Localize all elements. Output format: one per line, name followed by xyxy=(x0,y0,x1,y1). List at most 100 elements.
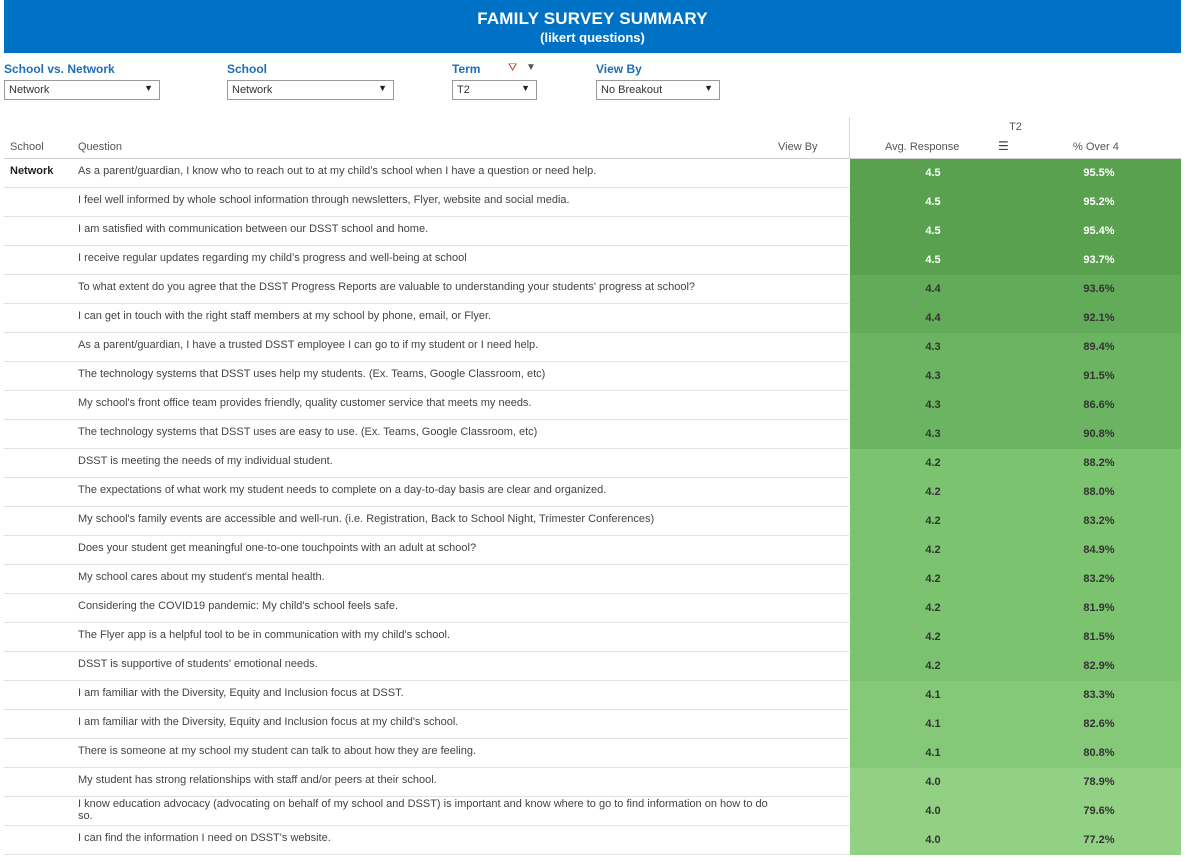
header-school: School xyxy=(10,141,44,153)
table-row[interactable]: The technology systems that DSST uses he… xyxy=(4,362,1181,391)
pct-over-4-value: 88.2% xyxy=(1083,457,1115,469)
score-cell[interactable]: 4.5 95.4% xyxy=(849,217,1181,246)
score-cell[interactable]: 4.0 77.2% xyxy=(849,826,1181,855)
dropdown-value: No Breakout xyxy=(601,84,663,96)
pct-over-4-value: 77.2% xyxy=(1083,834,1115,846)
question-text: The Flyer app is a helpful tool to be in… xyxy=(78,629,450,641)
table-row[interactable]: My school's front office team provides f… xyxy=(4,391,1181,420)
table-row[interactable]: My school's family events are accessible… xyxy=(4,507,1181,536)
dropdown-value: T2 xyxy=(457,84,470,96)
avg-response-value: 4.3 xyxy=(925,341,941,353)
score-cell[interactable]: 4.2 82.9% xyxy=(849,652,1181,681)
table-row[interactable]: Considering the COVID19 pandemic: My chi… xyxy=(4,594,1181,623)
school-vs-network-dropdown[interactable]: Network ▼ xyxy=(4,80,160,100)
score-cell[interactable]: 4.5 95.2% xyxy=(849,188,1181,217)
score-cell[interactable]: 4.2 88.2% xyxy=(849,449,1181,478)
question-text: I receive regular updates regarding my c… xyxy=(78,252,467,264)
score-cell[interactable]: 4.2 81.5% xyxy=(849,623,1181,652)
table-row[interactable]: There is someone at my school my student… xyxy=(4,739,1181,768)
score-cell[interactable]: 4.3 91.5% xyxy=(849,362,1181,391)
table-row[interactable]: I am familiar with the Diversity, Equity… xyxy=(4,681,1181,710)
sort-descending-icon[interactable]: ☰ xyxy=(998,139,1009,153)
question-text: As a parent/guardian, I know who to reac… xyxy=(78,165,597,177)
avg-response-value: 4.2 xyxy=(925,631,941,643)
avg-response-value: 4.2 xyxy=(925,457,941,469)
question-text: There is someone at my school my student… xyxy=(78,745,477,757)
table-row[interactable]: I can get in touch with the right staff … xyxy=(4,304,1181,333)
score-cell[interactable]: 4.1 80.8% xyxy=(849,739,1181,768)
score-cell[interactable]: 4.0 78.9% xyxy=(849,768,1181,797)
caret-down-icon[interactable]: ▼ xyxy=(526,62,536,73)
table-row[interactable]: The Flyer app is a helpful tool to be in… xyxy=(4,623,1181,652)
table-row[interactable]: My student has strong relationships with… xyxy=(4,768,1181,797)
pct-over-4-value: 88.0% xyxy=(1083,486,1115,498)
score-cell[interactable]: 4.2 83.2% xyxy=(849,507,1181,536)
pct-over-4-value: 80.8% xyxy=(1083,747,1115,759)
table-row[interactable]: Network As a parent/guardian, I know who … xyxy=(4,159,1181,188)
avg-response-value: 4.2 xyxy=(925,602,941,614)
filter-label: School vs. Network xyxy=(4,62,115,76)
avg-response-value: 4.3 xyxy=(925,370,941,382)
score-cell[interactable]: 4.3 90.8% xyxy=(849,420,1181,449)
avg-response-value: 4.1 xyxy=(925,747,941,759)
pct-over-4-value: 83.2% xyxy=(1083,515,1115,527)
question-text: My student has strong relationships with… xyxy=(78,774,437,786)
page-subtitle: (likert questions) xyxy=(540,30,645,45)
table-row[interactable]: DSST is meeting the needs of my individu… xyxy=(4,449,1181,478)
table-row[interactable]: I receive regular updates regarding my c… xyxy=(4,246,1181,275)
score-cell[interactable]: 4.0 79.6% xyxy=(849,797,1181,826)
table-row[interactable]: The expectations of what work my student… xyxy=(4,478,1181,507)
question-text: Does your student get meaningful one-to-… xyxy=(78,542,477,554)
score-cell[interactable]: 4.1 83.3% xyxy=(849,681,1181,710)
table-row[interactable]: I feel well informed by whole school inf… xyxy=(4,188,1181,217)
avg-response-value: 4.1 xyxy=(925,718,941,730)
score-cell[interactable]: 4.3 86.6% xyxy=(849,391,1181,420)
dropdown-value: Network xyxy=(9,84,50,96)
pct-over-4-value: 83.2% xyxy=(1083,573,1115,585)
table-header: School Question View By Avg. Response ☰ … xyxy=(4,117,1181,159)
score-cell[interactable]: 4.2 88.0% xyxy=(849,478,1181,507)
score-cell[interactable]: 4.2 83.2% xyxy=(849,565,1181,594)
pct-over-4-value: 81.9% xyxy=(1083,602,1115,614)
question-text: I know education advocacy (advocating on… xyxy=(78,798,768,822)
funnel-x-icon[interactable]: ⛛ xyxy=(508,62,518,74)
question-text: The expectations of what work my student… xyxy=(78,484,607,496)
table-row[interactable]: I am familiar with the Diversity, Equity… xyxy=(4,710,1181,739)
caret-down-icon: ▼ xyxy=(704,83,713,93)
score-cell[interactable]: 4.5 93.7% xyxy=(849,246,1181,275)
score-cell[interactable]: 4.4 93.6% xyxy=(849,275,1181,304)
pct-over-4-value: 92.1% xyxy=(1083,312,1115,324)
table-row[interactable]: To what extent do you agree that the DSS… xyxy=(4,275,1181,304)
table-row[interactable]: DSST is supportive of students' emotiona… xyxy=(4,652,1181,681)
table-row[interactable]: I am satisfied with communication betwee… xyxy=(4,217,1181,246)
term-column-header: T2 xyxy=(849,117,1181,139)
pct-over-4-value: 95.4% xyxy=(1083,225,1115,237)
pct-over-4-value: 84.9% xyxy=(1083,544,1115,556)
pct-over-4-value: 82.9% xyxy=(1083,660,1115,672)
table-row[interactable]: My school cares about my student's menta… xyxy=(4,565,1181,594)
pct-over-4-value: 82.6% xyxy=(1083,718,1115,730)
table-row[interactable]: I can find the information I need on DSS… xyxy=(4,826,1181,855)
score-cell[interactable]: 4.4 92.1% xyxy=(849,304,1181,333)
table-row[interactable]: Does your student get meaningful one-to-… xyxy=(4,536,1181,565)
table-row[interactable]: As a parent/guardian, I have a trusted D… xyxy=(4,333,1181,362)
view-by-dropdown[interactable]: No Breakout ▼ xyxy=(596,80,720,100)
score-cell[interactable]: 4.5 95.5% xyxy=(849,159,1181,188)
avg-response-value: 4.3 xyxy=(925,399,941,411)
score-cell[interactable]: 4.2 81.9% xyxy=(849,594,1181,623)
score-cell[interactable]: 4.2 84.9% xyxy=(849,536,1181,565)
avg-response-value: 4.4 xyxy=(925,312,941,324)
pct-over-4-value: 93.7% xyxy=(1083,254,1115,266)
filter-school-vs-network: School vs. Network Network ▼ xyxy=(4,62,160,100)
avg-response-value: 4.5 xyxy=(925,196,941,208)
filter-label: Term xyxy=(452,62,481,76)
pct-over-4-value: 86.6% xyxy=(1083,399,1115,411)
score-cell[interactable]: 4.1 82.6% xyxy=(849,710,1181,739)
school-dropdown[interactable]: Network ▼ xyxy=(227,80,394,100)
score-cell[interactable]: 4.3 89.4% xyxy=(849,333,1181,362)
term-dropdown[interactable]: T2 ▼ xyxy=(452,80,537,100)
table-row[interactable]: The technology systems that DSST uses ar… xyxy=(4,420,1181,449)
term-header-label: T2 xyxy=(1009,121,1022,133)
table-row[interactable]: I know education advocacy (advocating on… xyxy=(4,797,1181,826)
caret-down-icon: ▼ xyxy=(378,83,387,93)
